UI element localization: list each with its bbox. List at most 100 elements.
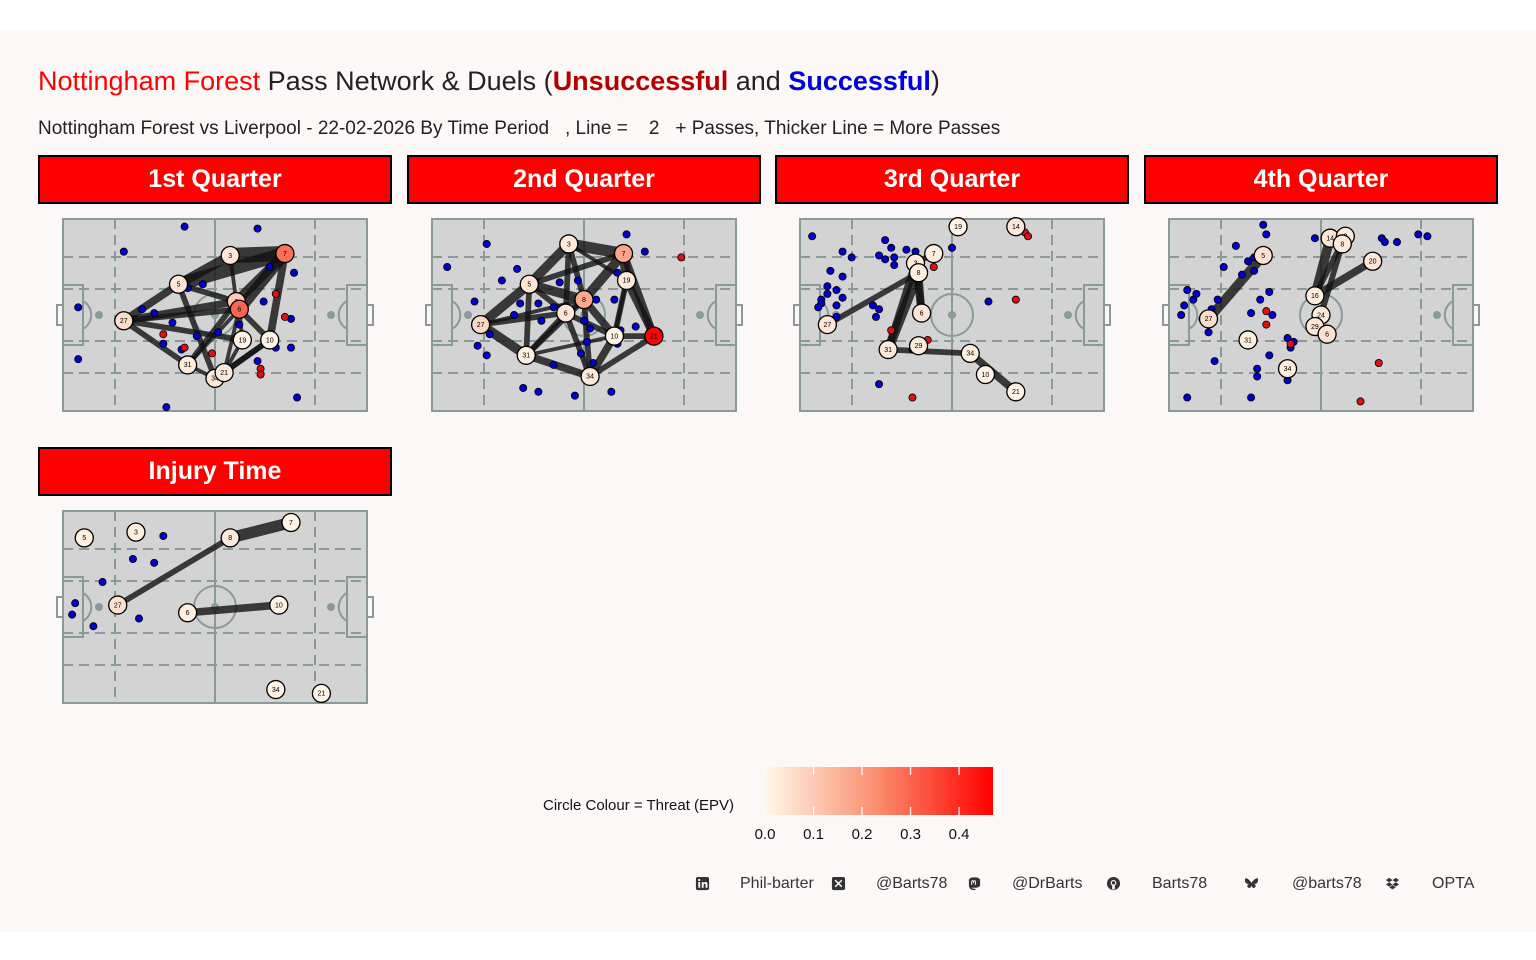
duel-success-36 <box>1213 295 1222 304</box>
player-circle-5 <box>168 274 189 294</box>
player-node-8: 8 <box>908 263 929 283</box>
player-circle-3 <box>126 522 146 542</box>
duel-success-22 <box>1247 309 1256 318</box>
footer-x[interactable]: @Barts78 <box>876 875 948 892</box>
duel-success-15 <box>1180 301 1189 310</box>
duel-success-4 <box>71 599 80 608</box>
duel-success-23 <box>589 358 598 367</box>
footer-linkedin[interactable]: Phil-barter <box>740 875 814 892</box>
pass-line-27-6 <box>123 306 240 324</box>
pass-line-5-7 <box>528 250 625 287</box>
duel-success-21 <box>482 351 491 360</box>
player-node-10: 10 <box>260 330 280 350</box>
player-label-10: 10 <box>266 337 274 344</box>
player-label-20: 20 <box>1369 259 1377 266</box>
footer-bluesky[interactable]: @barts78 <box>1292 875 1362 892</box>
player-node-21: 21 <box>644 326 664 346</box>
player-nodes: 5 3 8 7 27 6 10 34 21 <box>74 512 332 704</box>
duel-success-27 <box>534 387 543 396</box>
player-circle-6 <box>556 303 576 323</box>
github-icon[interactable] <box>1106 876 1121 891</box>
pitch-4th-quarter: 14382051624296273134 <box>1162 218 1480 412</box>
player-label-31: 31 <box>884 347 892 354</box>
duel-fail-3 <box>1374 358 1383 367</box>
player-circle-5 <box>1253 245 1273 266</box>
duel-success-16 <box>537 316 546 325</box>
player-node-5: 5 <box>168 274 189 294</box>
legend-tick-label: 0.3 <box>900 826 921 843</box>
player-label-31: 31 <box>522 353 530 360</box>
player-circle-21 <box>311 683 332 704</box>
player-node-10: 10 <box>269 595 289 615</box>
pass-edges <box>116 516 293 617</box>
x-twitter-icon[interactable] <box>831 876 846 891</box>
linkedin-icon[interactable] <box>695 876 710 891</box>
duel-success-18 <box>872 312 881 321</box>
pass-line-6-21 <box>222 308 242 374</box>
player-node-31: 31 <box>177 355 198 375</box>
player-node-27: 27 <box>1198 309 1219 329</box>
duel-success-1 <box>128 555 137 564</box>
duel-success-6 <box>89 622 98 631</box>
duel-fail-3 <box>1011 295 1020 304</box>
dropbox-icon[interactable] <box>1385 876 1400 891</box>
title-unsuccessful: Unsuccessful <box>552 66 729 96</box>
player-label-3: 3 <box>228 253 232 260</box>
pitch-markings <box>56 218 374 412</box>
duel-success-2 <box>150 558 159 567</box>
duel-markers <box>443 230 686 400</box>
player-circle-6 <box>911 303 932 323</box>
pass-line-24-8 <box>1318 243 1346 316</box>
duel-markers <box>74 222 302 412</box>
player-label-34: 34 <box>272 687 280 694</box>
player-label-29: 29 <box>1311 324 1319 331</box>
duel-success-7 <box>135 614 144 623</box>
player-label-21: 21 <box>1012 389 1020 396</box>
player-nodes: 37527861910313421 <box>114 243 295 389</box>
bluesky-icon[interactable] <box>1244 876 1259 891</box>
player-circle-6 <box>1317 324 1337 344</box>
duel-success-0 <box>808 232 817 241</box>
duel-success-16 <box>832 301 841 310</box>
panel-title-injury-time: Injury Time <box>38 447 392 496</box>
duel-success-10 <box>259 297 268 306</box>
duel-success-23 <box>1268 311 1277 320</box>
footer-github[interactable]: Barts78 <box>1152 875 1208 892</box>
player-circle-27 <box>470 314 491 335</box>
duel-success-11 <box>838 272 847 281</box>
duel-success-21 <box>814 303 823 312</box>
duel-success-9 <box>1237 270 1246 279</box>
pass-line-27-8 <box>825 270 920 328</box>
duel-success-6 <box>881 255 890 264</box>
player-node-21: 21 <box>1006 382 1026 402</box>
duel-success-28 <box>570 391 579 400</box>
duel-success-12 <box>549 303 558 312</box>
pitch-3rd-quarter: 19147382762931341021 <box>793 217 1111 412</box>
player-circle-3 <box>220 245 240 266</box>
footer-mastodon[interactable]: @DrBarts <box>1012 875 1083 892</box>
player-circle-3 <box>559 234 579 254</box>
duel-success-1 <box>1262 230 1271 239</box>
duel-success-5 <box>513 264 522 273</box>
player-node-7: 7 <box>275 243 295 264</box>
player-node-8: 8 <box>574 289 594 310</box>
legend-label: Circle Colour = Threat (EPV) <box>543 797 735 814</box>
player-node-7: 7 <box>281 512 301 533</box>
duel-success-12 <box>159 339 168 348</box>
player-node-14: 14 <box>1006 217 1026 237</box>
duel-success-6 <box>555 278 564 287</box>
pass-line-31-5 <box>523 284 533 356</box>
duel-success-2 <box>640 247 649 256</box>
mastodon-icon[interactable] <box>967 876 982 891</box>
duel-success-31 <box>583 337 592 346</box>
duel-success-21 <box>162 403 171 412</box>
duel-success-2 <box>119 247 128 256</box>
player-circle-21 <box>214 362 234 383</box>
player-circle-10 <box>975 364 996 385</box>
player-label-16: 16 <box>1311 293 1319 300</box>
duel-success-22 <box>823 289 832 298</box>
duel-success-20 <box>631 322 640 331</box>
player-circle-29 <box>908 336 929 356</box>
duel-success-7 <box>74 303 83 312</box>
duel-success-26 <box>519 383 528 392</box>
